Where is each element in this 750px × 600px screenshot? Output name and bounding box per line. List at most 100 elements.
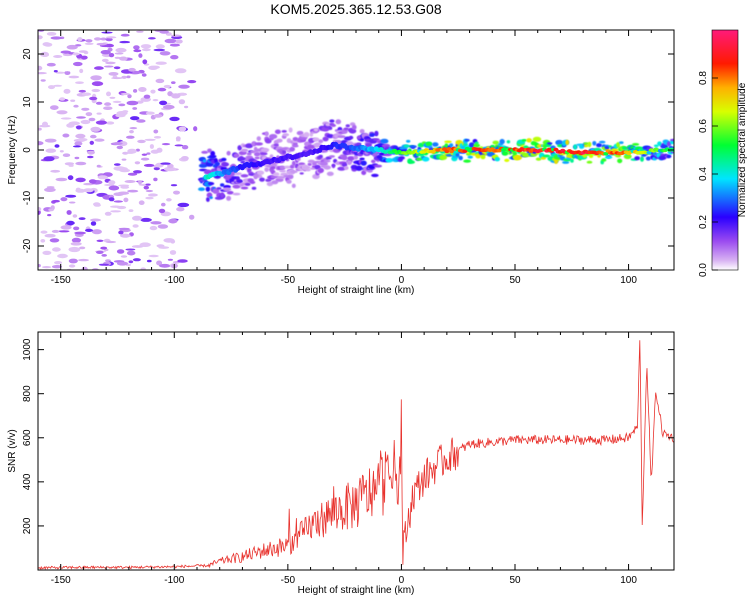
heatmap-cell <box>64 71 71 75</box>
heatmap-cell <box>326 171 334 176</box>
heatmap-cell <box>141 73 147 77</box>
heatmap-cell <box>657 141 662 146</box>
heatmap-cell <box>259 152 268 156</box>
heatmap-cell <box>157 87 167 92</box>
heatmap-cell <box>168 218 178 224</box>
heatmap-cell <box>542 154 551 158</box>
heatmap-cell <box>175 136 181 142</box>
heatmap-cell <box>601 158 607 162</box>
heatmap-cell <box>155 61 167 65</box>
heatmap-cell <box>181 145 189 150</box>
heatmap-cell <box>149 225 158 231</box>
heatmap-cell <box>632 143 640 146</box>
heatmap-cell <box>206 197 210 202</box>
heatmap-cell <box>72 145 82 148</box>
heatmap-cell <box>42 42 51 47</box>
spectrogram-heatmap <box>38 30 674 270</box>
heatmap-cell <box>289 170 298 174</box>
heatmap-cell <box>108 197 115 202</box>
heatmap-cell <box>38 65 43 71</box>
heatmap-cell <box>75 177 86 183</box>
chart-title: KOM5.2025.365.12.53.G08 <box>270 1 441 17</box>
heatmap-cell <box>504 158 510 162</box>
heatmap-cell <box>619 141 624 145</box>
heatmap-cell <box>356 142 362 146</box>
heatmap-cell <box>347 156 355 161</box>
heatmap-cell <box>178 126 187 132</box>
heatmap-cell <box>96 250 104 254</box>
heatmap-cell <box>187 80 197 84</box>
heatmap-cell <box>328 155 335 158</box>
heatmap-cell <box>157 224 169 229</box>
heatmap-cell <box>116 145 124 150</box>
heatmap-cell <box>512 151 518 156</box>
heatmap-cell <box>177 202 190 208</box>
heatmap-cell <box>66 44 78 50</box>
heatmap-cell <box>513 154 523 161</box>
heatmap-cell <box>104 211 112 216</box>
heatmap-cell <box>68 164 74 167</box>
heatmap-cell <box>153 114 163 118</box>
heatmap-cell <box>346 159 352 165</box>
heatmap-cell <box>40 230 48 234</box>
heatmap-cell <box>115 113 126 118</box>
heatmap-cell <box>587 141 592 148</box>
heatmap-cell <box>254 156 260 160</box>
heatmap-cell <box>570 158 574 163</box>
heatmap-cell <box>361 170 367 176</box>
heatmap-cell <box>317 167 324 174</box>
heatmap-cell <box>140 267 146 270</box>
y-tick-label: 200 <box>22 517 33 534</box>
heatmap-cell <box>167 91 173 97</box>
heatmap-cell <box>240 160 246 164</box>
heatmap-cell <box>371 159 376 164</box>
heatmap-cell <box>220 183 225 187</box>
heatmap-cell <box>78 50 88 53</box>
heatmap-cell <box>132 224 139 228</box>
heatmap-cell <box>75 133 86 139</box>
heatmap-cell <box>66 210 72 215</box>
heatmap-cell <box>353 155 359 160</box>
heatmap-cell <box>52 247 61 252</box>
heatmap-cell <box>135 148 140 152</box>
heatmap-cell <box>329 119 335 123</box>
heatmap-cell <box>198 163 208 168</box>
heatmap-cell <box>640 156 644 162</box>
heatmap-cell <box>51 229 60 233</box>
heatmap-cell <box>133 45 140 50</box>
heatmap-cell <box>292 137 299 141</box>
heatmap-cell <box>189 214 195 220</box>
heatmap-cell <box>205 186 211 192</box>
heatmap-cell <box>141 153 148 156</box>
heatmap-cell <box>126 135 135 139</box>
x-tick-label: 100 <box>620 575 637 586</box>
colorbar-tick-label: 0.6 <box>698 119 709 133</box>
heatmap-cell <box>72 52 80 56</box>
snr-frame <box>37 331 675 571</box>
heatmap-cell <box>565 139 570 145</box>
heatmap-cell <box>100 37 107 41</box>
heatmap-cell <box>343 166 349 170</box>
heatmap-cell <box>226 190 234 195</box>
heatmap-cell <box>114 52 124 55</box>
heatmap-cell <box>216 187 222 190</box>
heatmap-cell <box>133 49 142 53</box>
heatmap-cell <box>73 104 79 108</box>
heatmap-cell <box>586 160 593 164</box>
heatmap-cell <box>169 116 180 122</box>
heatmap-cell <box>270 175 279 179</box>
heatmap-cell <box>281 130 287 133</box>
heatmap-cell <box>60 197 68 202</box>
heatmap-cell <box>234 172 242 176</box>
heatmap-cell <box>169 43 180 47</box>
heatmap-cell <box>50 105 59 110</box>
heatmap-cell <box>254 152 261 157</box>
x-tick-label: -50 <box>281 275 296 286</box>
heatmap-cell <box>666 154 672 159</box>
heatmap-cell <box>124 180 136 183</box>
heatmap-cell <box>343 127 349 131</box>
heatmap-cell <box>282 133 290 137</box>
heatmap-cell <box>139 242 151 247</box>
heatmap-cell <box>51 265 63 269</box>
heatmap-cell <box>251 141 257 147</box>
